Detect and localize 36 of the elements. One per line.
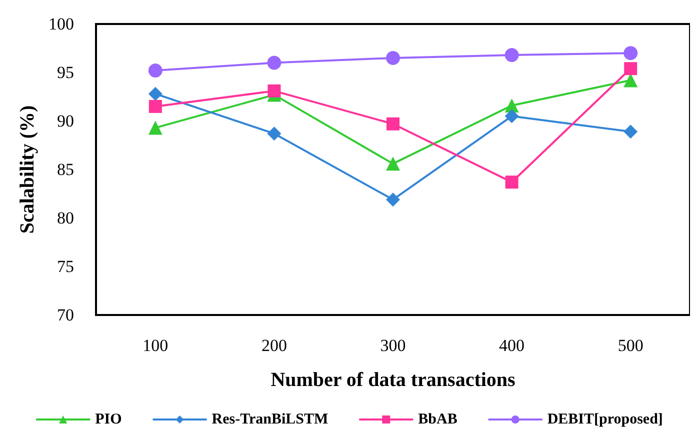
point [624, 124, 638, 139]
point [504, 109, 519, 124]
point [624, 46, 638, 60]
point [148, 64, 162, 78]
y-tick-label: 85 [57, 160, 74, 179]
x-tick-label: 500 [618, 336, 644, 355]
y-tick-label: 95 [57, 63, 74, 82]
y-tick-label: 70 [57, 306, 74, 324]
x-tick-label: 300 [380, 336, 406, 355]
point [268, 84, 281, 98]
y-tick-label: 80 [57, 208, 74, 228]
legend-label: PIO [95, 412, 122, 428]
point [386, 117, 400, 130]
point [386, 50, 400, 65]
point [504, 48, 519, 62]
point [505, 176, 518, 189]
y-tick-label: 100 [48, 14, 74, 34]
point [148, 86, 162, 101]
point [148, 100, 162, 113]
legend-label: DEBIT[proposed] [547, 412, 663, 428]
point [267, 56, 282, 70]
point [624, 73, 638, 88]
x-axis-title: Number of data transactions [270, 369, 516, 391]
x-tick-label: 200 [261, 336, 287, 355]
legend-label: Res-TranBiLSTM [212, 412, 328, 428]
legend-label: BbAB [418, 412, 458, 428]
point [386, 156, 400, 171]
point [386, 192, 400, 207]
y-tick-label: 75 [57, 257, 74, 276]
point [624, 62, 638, 76]
point [267, 126, 282, 141]
point [148, 120, 162, 135]
y-tick-label: 90 [57, 112, 74, 130]
x-tick-label: 400 [499, 336, 525, 355]
y-axis-title: Scalability (%) [16, 105, 39, 234]
x-tick-label: 100 [142, 336, 168, 355]
